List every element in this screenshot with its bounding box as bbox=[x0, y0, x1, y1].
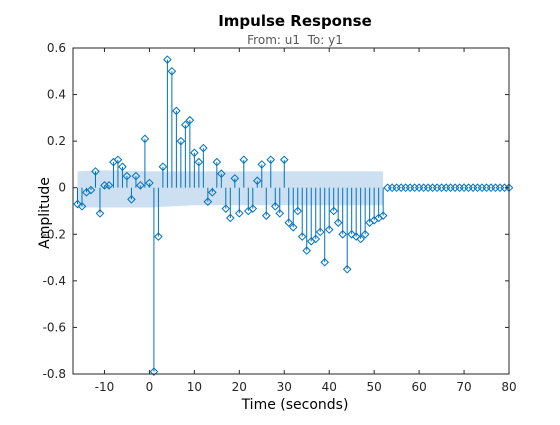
stem-marker bbox=[122, 171, 132, 181]
stem-marker bbox=[270, 202, 280, 211]
stem-marker bbox=[163, 55, 172, 64]
y-tick-label: 0.4 bbox=[47, 88, 66, 102]
stem-marker bbox=[302, 246, 312, 255]
stem-marker bbox=[154, 232, 163, 241]
stem-marker bbox=[145, 178, 154, 188]
x-axis-ticks: -10 0 10 20 30 40 50 60 70 80 bbox=[95, 48, 517, 394]
stem-marker bbox=[73, 199, 82, 209]
x-tick-label: 70 bbox=[456, 380, 471, 394]
stem-marker bbox=[239, 155, 249, 165]
y-tick-label: -0.4 bbox=[43, 274, 66, 288]
stem-series bbox=[73, 55, 514, 376]
axes bbox=[72, 47, 510, 375]
stem-marker bbox=[356, 234, 365, 244]
stem-marker bbox=[127, 195, 136, 204]
stem-marker bbox=[342, 264, 352, 274]
stem-marker bbox=[199, 143, 208, 153]
stem-marker bbox=[324, 225, 334, 234]
x-tick-label: 50 bbox=[367, 380, 382, 394]
y-tick-label: -0.6 bbox=[43, 320, 66, 334]
stem-marker bbox=[297, 232, 307, 241]
stem-marker bbox=[77, 202, 87, 211]
x-axis-label: Time (seconds) bbox=[241, 397, 349, 413]
stem-marker bbox=[203, 197, 213, 206]
stem-marker bbox=[95, 209, 105, 218]
x-tick-label: 60 bbox=[411, 380, 426, 394]
y-axis-ticks: -0.8 -0.6 -0.4 -0.2 0 0.2 0.4 0.6 bbox=[43, 41, 509, 381]
stem-marker bbox=[257, 160, 267, 169]
stem-marker bbox=[149, 367, 159, 376]
stem-marker bbox=[320, 257, 330, 267]
stem-marker bbox=[86, 185, 96, 195]
stem-marker bbox=[176, 136, 186, 146]
y-tick-label: -0.2 bbox=[43, 227, 66, 241]
stem-marker bbox=[194, 157, 204, 167]
stem-marker bbox=[136, 181, 145, 190]
stem-marker bbox=[158, 162, 168, 172]
stem-marker bbox=[288, 222, 298, 232]
stem-marker bbox=[226, 213, 235, 223]
stem-marker bbox=[311, 234, 321, 244]
stem-marker bbox=[252, 176, 262, 186]
stem-marker bbox=[235, 209, 244, 218]
stem-marker bbox=[347, 229, 356, 239]
stem-marker bbox=[190, 148, 199, 158]
stem-marker bbox=[248, 204, 258, 213]
x-tick-label: 0 bbox=[146, 380, 154, 394]
stem-marker bbox=[217, 169, 226, 179]
stem-marker bbox=[212, 157, 222, 167]
stem-marker bbox=[230, 174, 240, 183]
stem-marker bbox=[185, 115, 195, 125]
chart-title: Impulse Response bbox=[218, 12, 372, 30]
x-tick-label: 30 bbox=[277, 380, 292, 394]
stem-marker bbox=[172, 106, 181, 116]
axes-box bbox=[72, 47, 510, 375]
chart-subtitle: From: u1 To: y1 bbox=[247, 33, 343, 47]
stem-marker bbox=[167, 66, 177, 76]
x-tick-label: -10 bbox=[95, 380, 115, 394]
stem-marker bbox=[140, 134, 150, 144]
y-tick-label: 0.6 bbox=[47, 41, 66, 55]
stem-marker bbox=[284, 218, 294, 227]
stem-marker bbox=[351, 232, 361, 241]
x-tick-label: 80 bbox=[501, 380, 516, 394]
plot-area bbox=[73, 48, 509, 374]
stem-marker bbox=[221, 204, 231, 213]
y-tick-label: 0.2 bbox=[47, 134, 66, 148]
stem-marker bbox=[91, 167, 100, 176]
y-tick-label: -0.8 bbox=[43, 367, 66, 381]
stem-marker bbox=[275, 209, 285, 218]
stem-marker bbox=[338, 229, 347, 239]
stem-marker bbox=[293, 206, 303, 216]
stem-marker bbox=[266, 155, 276, 165]
y-axis-label: Amplitude bbox=[37, 177, 53, 249]
y-tick-label: 0 bbox=[58, 181, 66, 195]
stem-marker bbox=[378, 211, 388, 220]
stem-marker bbox=[329, 206, 339, 216]
stem-marker bbox=[208, 188, 217, 197]
x-tick-label: 40 bbox=[322, 380, 337, 394]
stem-marker bbox=[261, 211, 271, 220]
stem-marker bbox=[315, 227, 325, 237]
stem-marker bbox=[118, 162, 127, 172]
stem-marker bbox=[113, 155, 123, 165]
stem-marker bbox=[104, 181, 114, 190]
stem-marker bbox=[360, 229, 370, 239]
stem-marker bbox=[131, 171, 141, 181]
x-tick-label: 20 bbox=[232, 380, 247, 394]
stem-marker bbox=[279, 155, 289, 165]
stem-marker bbox=[333, 218, 343, 227]
x-tick-label: 10 bbox=[187, 380, 202, 394]
stem-marker bbox=[181, 120, 190, 130]
